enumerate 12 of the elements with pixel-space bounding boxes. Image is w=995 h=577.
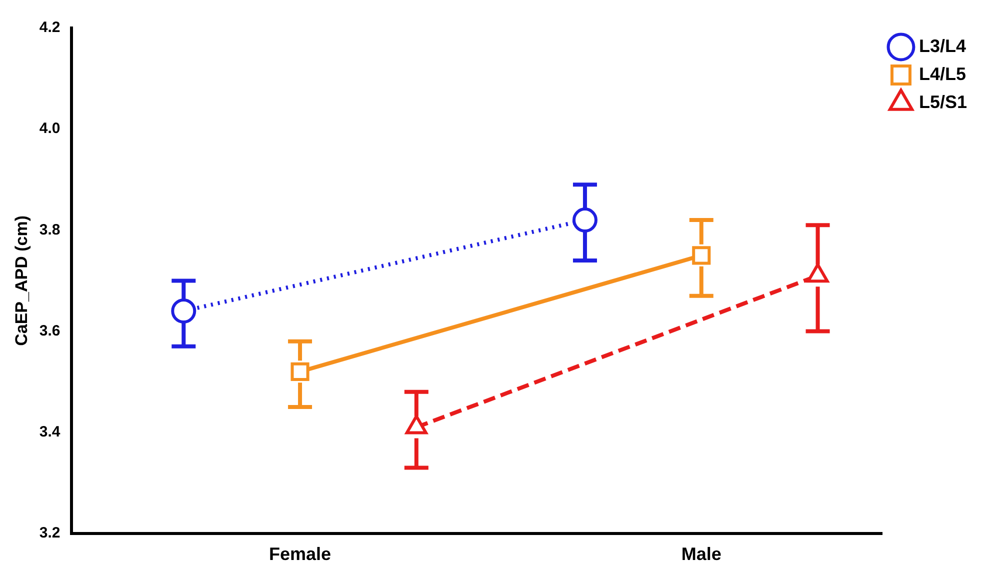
y-tick-label: 3.8	[39, 221, 60, 238]
legend-label: L4/L5	[918, 64, 966, 84]
y-tick-label: 3.2	[39, 524, 60, 542]
y-tick-label: 3.6	[39, 322, 60, 340]
legend-label: L3/L4	[918, 36, 966, 56]
y-tick-label: 4.0	[39, 120, 60, 138]
x-tick-label: Female	[268, 544, 332, 564]
x-tick-label: Male	[681, 544, 722, 564]
y-tick-label: 3.4	[39, 423, 61, 440]
y-tick-label: 4.2	[39, 19, 60, 36]
legend-label: L5/S1	[918, 92, 968, 112]
y-axis-title: CaEP_APD (cm)	[12, 216, 31, 346]
